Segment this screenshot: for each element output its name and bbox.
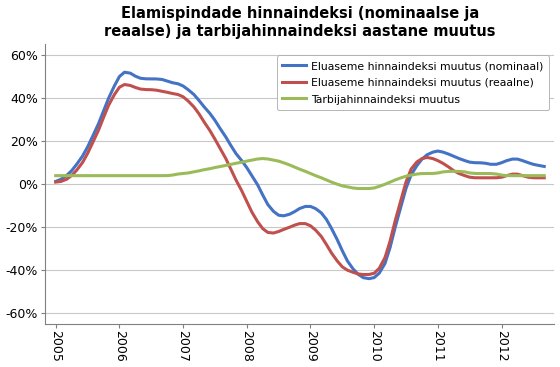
Tarbijahinnaindeksi muutus [153,174,160,178]
Eluaseme hinnaindeksi muutus (nominaal) [541,164,548,169]
Eluaseme hinnaindeksi muutus (nominaal) [116,75,123,79]
Tarbijahinnaindeksi muutus [52,174,59,178]
Eluaseme hinnaindeksi muutus (nominaal) [366,276,372,281]
Eluaseme hinnaindeksi muutus (reaalne) [137,87,144,91]
Eluaseme hinnaindeksi muutus (reaalne) [121,82,128,87]
Eluaseme hinnaindeksi muutus (reaalne) [302,221,309,226]
Tarbijahinnaindeksi muutus [302,169,309,174]
Eluaseme hinnaindeksi muutus (nominaal) [137,76,144,80]
Eluaseme hinnaindeksi muutus (nominaal) [302,204,309,209]
Tarbijahinnaindeksi muutus [116,174,123,178]
Eluaseme hinnaindeksi muutus (reaalne) [52,180,59,184]
Line: Tarbijahinnaindeksi muutus: Tarbijahinnaindeksi muutus [55,159,544,189]
Tarbijahinnaindeksi muutus [259,156,266,161]
Eluaseme hinnaindeksi muutus (reaalne) [403,180,409,184]
Tarbijahinnaindeksi muutus [541,174,548,178]
Tarbijahinnaindeksi muutus [360,186,367,191]
Tarbijahinnaindeksi muutus [132,174,139,178]
Eluaseme hinnaindeksi muutus (nominaal) [403,186,409,190]
Eluaseme hinnaindeksi muutus (reaalne) [158,89,165,94]
Eluaseme hinnaindeksi muutus (nominaal) [158,77,165,82]
Eluaseme hinnaindeksi muutus (nominaal) [121,70,128,75]
Eluaseme hinnaindeksi muutus (reaalne) [541,175,548,180]
Legend: Eluaseme hinnaindeksi muutus (nominaal), Eluaseme hinnaindeksi muutus (reaalne),: Eluaseme hinnaindeksi muutus (nominaal),… [277,55,549,110]
Eluaseme hinnaindeksi muutus (reaalne) [450,168,457,173]
Line: Eluaseme hinnaindeksi muutus (reaalne): Eluaseme hinnaindeksi muutus (reaalne) [55,84,544,275]
Tarbijahinnaindeksi muutus [450,169,457,174]
Eluaseme hinnaindeksi muutus (nominaal) [52,179,59,184]
Title: Elamispindade hinnaindeksi (nominaalse ja
reaalse) ja tarbijahinnaindeksi aastan: Elamispindade hinnaindeksi (nominaalse j… [104,6,496,39]
Eluaseme hinnaindeksi muutus (reaalne) [116,85,123,90]
Eluaseme hinnaindeksi muutus (nominaal) [450,154,457,159]
Tarbijahinnaindeksi muutus [403,174,409,178]
Eluaseme hinnaindeksi muutus (reaalne) [360,272,367,277]
Line: Eluaseme hinnaindeksi muutus (nominaal): Eluaseme hinnaindeksi muutus (nominaal) [55,72,544,279]
